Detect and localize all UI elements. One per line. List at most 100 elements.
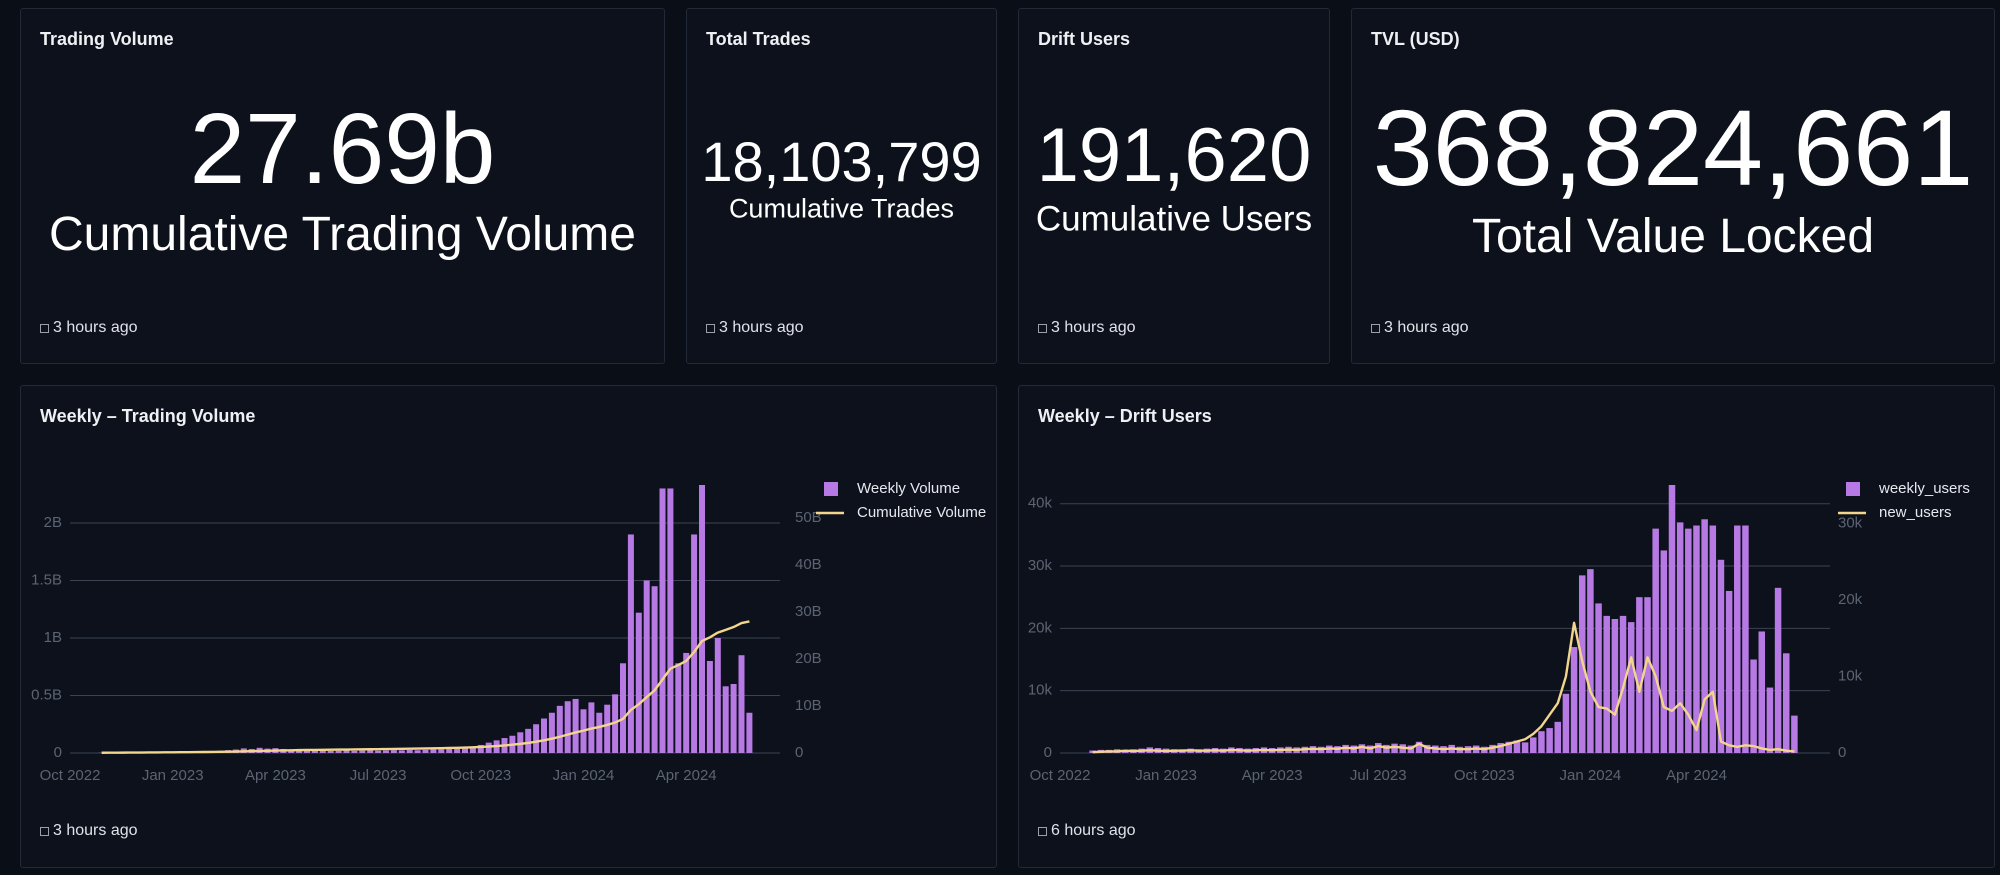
bar	[1603, 615, 1610, 753]
bar	[533, 724, 540, 753]
bar	[1725, 590, 1733, 753]
legend-label: weekly_users	[1878, 480, 1970, 497]
y-tick-label: 0	[1044, 744, 1052, 761]
bar	[706, 660, 713, 753]
bar	[556, 705, 563, 753]
stat-value: 191,620	[1036, 113, 1312, 198]
chart-title: Weekly – Trading Volume	[40, 406, 256, 426]
y-tick-label: 20k	[1028, 619, 1053, 636]
bar	[1570, 647, 1578, 753]
card-footer: 3 hours ago	[1038, 319, 1136, 337]
bar	[359, 750, 366, 753]
bar	[620, 663, 626, 753]
bar	[485, 742, 492, 753]
bar	[651, 586, 658, 753]
bar	[1758, 631, 1766, 753]
bar	[1717, 559, 1725, 753]
chart-title: Weekly – Drift Users	[1038, 406, 1212, 426]
y2-tick-label: 10B	[795, 697, 822, 714]
bar	[722, 686, 729, 753]
legend-label: Weekly Volume	[857, 480, 960, 497]
legend-label: new_users	[1879, 504, 1952, 521]
bar	[1636, 597, 1643, 753]
bar	[1701, 519, 1708, 753]
bar	[1750, 659, 1757, 753]
bar	[414, 750, 421, 753]
bar	[1693, 525, 1700, 753]
stat-card: Total Trades 18,103,799 Cumulative Trade…	[686, 8, 997, 364]
x-tick-label: Jul 2023	[1350, 767, 1407, 784]
bar	[1562, 693, 1570, 753]
bar	[627, 534, 634, 753]
y-tick-label: 30k	[1028, 557, 1053, 574]
bar	[1546, 728, 1553, 753]
bar	[1685, 528, 1692, 753]
bar	[714, 637, 721, 753]
bar	[296, 749, 303, 753]
updated: 3 hours ago	[53, 319, 138, 336]
stat-label: Cumulative Users	[1035, 199, 1313, 239]
card-title: TVL (USD)	[1371, 29, 1460, 49]
x-tick-label: Oct 2023	[450, 767, 511, 784]
line	[1092, 621, 1795, 754]
x-tick-label: Apr 2023	[1242, 767, 1303, 784]
bar	[643, 580, 650, 753]
card-footer: 6 hours ago	[1038, 822, 1136, 840]
bar	[1742, 525, 1749, 753]
y-tick-label: 1B	[44, 629, 62, 646]
stat-value: 27.69b	[189, 93, 496, 205]
bar	[1766, 687, 1774, 753]
bar	[438, 749, 445, 753]
legend-swatch	[824, 482, 838, 496]
x-tick-label: Apr 2024	[656, 767, 717, 784]
y-tick-label: 1.5B	[31, 571, 62, 588]
bar	[1530, 737, 1537, 753]
x-tick-label: Apr 2023	[245, 767, 306, 784]
bar	[1627, 622, 1635, 753]
x-tick-label: Jan 2024	[553, 767, 615, 784]
bar	[1587, 569, 1594, 753]
bar	[548, 712, 555, 753]
bar	[430, 749, 437, 753]
bar	[462, 747, 468, 753]
bar	[1342, 744, 1349, 753]
bar	[1791, 715, 1798, 753]
stat-card: TVL (USD) 368,824,661 Total Value Locked…	[1351, 8, 1995, 364]
bar	[1391, 743, 1398, 753]
card-footer: 3 hours ago	[40, 822, 138, 840]
y2-tick-label: 0	[1838, 744, 1846, 761]
card-title: Total Trades	[706, 29, 811, 49]
updated: 3 hours ago	[53, 822, 138, 839]
stat-label: Cumulative Trading Volume	[49, 208, 636, 261]
y2-tick-label: 10k	[1838, 667, 1863, 684]
bar	[1513, 740, 1521, 753]
bar	[1709, 525, 1717, 753]
bar	[304, 750, 310, 753]
updated: 3 hours ago	[1384, 319, 1469, 336]
bar	[675, 663, 682, 753]
y-tick-label: 10k	[1028, 682, 1053, 699]
bar	[699, 485, 705, 753]
bar	[469, 746, 476, 753]
card-footer: 3 hours ago	[706, 319, 804, 337]
y2-tick-label: 30B	[795, 603, 822, 620]
bar	[730, 683, 737, 753]
y2-tick-label: 40B	[795, 556, 822, 573]
bar	[406, 750, 413, 753]
x-tick-label: Jul 2023	[350, 767, 407, 784]
card-footer: 3 hours ago	[40, 319, 138, 337]
bar	[1521, 742, 1529, 753]
bar	[454, 748, 461, 753]
bar	[375, 750, 382, 753]
bar	[1423, 744, 1431, 753]
bar	[383, 750, 389, 753]
bar	[746, 712, 753, 753]
x-tick-label: Oct 2022	[40, 767, 101, 784]
bar	[311, 750, 318, 753]
bar	[1734, 525, 1741, 753]
legend-label: Cumulative Volume	[857, 504, 986, 521]
bar	[738, 655, 745, 753]
stat-value: 368,824,661	[1372, 87, 1974, 208]
bar	[1505, 741, 1513, 753]
bar	[659, 488, 666, 753]
